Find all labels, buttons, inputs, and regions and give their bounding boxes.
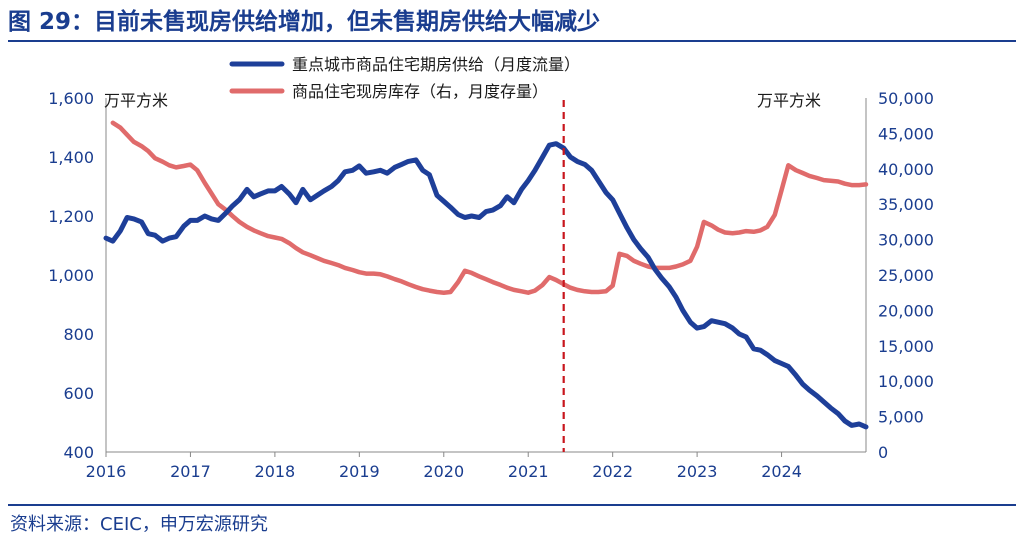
legend-label-series-1: 重点城市商品住宅期房供给（月度流量） (292, 55, 580, 74)
left-tick-label: 1,400 (48, 148, 94, 167)
x-tick-label: 2016 (86, 462, 127, 481)
chart-axes: 400 600 800 1,000 1,200 1,400 1,600 0 5,000 10,00… (48, 89, 934, 481)
chart-legend: 重点城市商品住宅期房供给（月度流量） 商品住宅现房库存（右，月度存量） (229, 55, 580, 101)
right-tick-label: 5,000 (878, 408, 924, 427)
right-tick-label: 30,000 (878, 231, 934, 250)
left-tick-label: 600 (63, 384, 94, 403)
x-tick-label: 2019 (339, 462, 380, 481)
x-tick-label: 2023 (677, 462, 718, 481)
left-tick-label: 1,600 (48, 89, 94, 108)
right-axis-unit: 万平方米 (757, 91, 821, 110)
series-line-presale-supply (103, 141, 869, 430)
right-tick-label: 15,000 (878, 337, 934, 356)
x-tick-label: 2017 (170, 462, 211, 481)
left-tick-label: 1,000 (48, 266, 94, 285)
right-tick-label: 10,000 (878, 372, 934, 391)
right-tick-label: 0 (878, 443, 888, 462)
x-tick-label: 2022 (592, 462, 633, 481)
x-tick-label: 2018 (255, 462, 296, 481)
source-divider (8, 504, 1016, 506)
series-line-completed-inventory (110, 120, 869, 295)
left-tick-label: 400 (63, 443, 94, 462)
title-divider (8, 40, 1016, 42)
right-tick-label: 40,000 (878, 160, 934, 179)
left-tick-label: 800 (63, 325, 94, 344)
right-tick-label: 25,000 (878, 266, 934, 285)
right-tick-label: 35,000 (878, 195, 934, 214)
chart-marks (103, 100, 869, 452)
left-axis-unit: 万平方米 (104, 91, 168, 110)
x-tick-label: 2024 (761, 462, 802, 481)
legend-label-series-2: 商品住宅现房库存（右，月度存量） (292, 82, 548, 101)
right-tick-label: 50,000 (878, 89, 934, 108)
right-tick-label: 20,000 (878, 301, 934, 320)
page-title: 图 29：目前未售现房供给增加，但未售期房供给大幅减少 (8, 9, 601, 35)
source-note: 资料来源：CEIC，申万宏源研究 (10, 514, 268, 535)
x-tick-label: 2021 (508, 462, 549, 481)
chart: 400 600 800 1,000 1,200 1,400 1,600 0 5,000 10,00… (48, 55, 934, 481)
right-tick-label: 45,000 (878, 124, 934, 143)
left-tick-label: 1,200 (48, 207, 94, 226)
x-tick-label: 2020 (423, 462, 464, 481)
